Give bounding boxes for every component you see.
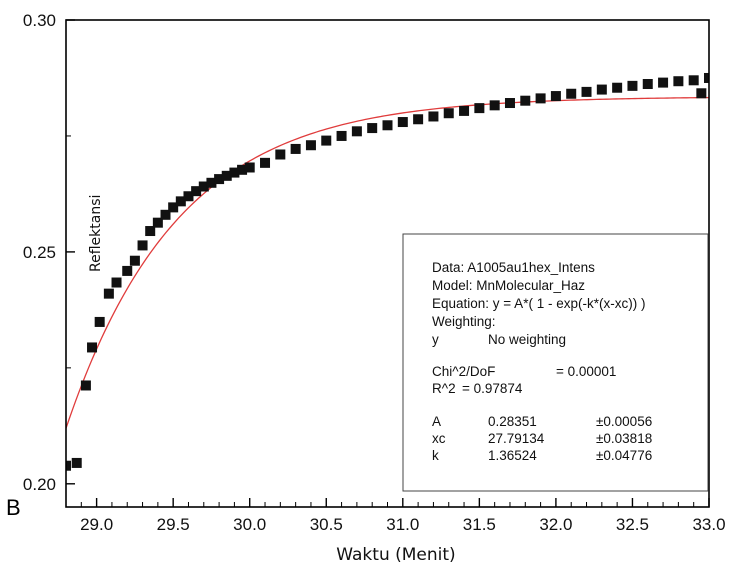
- param-xc-name: xc: [432, 431, 446, 446]
- y-tick-label: 0.30: [23, 11, 56, 30]
- x-tick-label: 33.0: [692, 515, 725, 534]
- data-point: [443, 108, 454, 119]
- data-point: [459, 105, 470, 116]
- param-k-name: k: [432, 448, 439, 463]
- data-point: [504, 98, 515, 109]
- x-tick-label: 29.5: [157, 515, 190, 534]
- data-point: [627, 80, 638, 91]
- info-data-line: Data: A1005au1hex_Intens: [432, 260, 595, 275]
- data-point: [80, 380, 91, 391]
- info-weighting-value: No weighting: [488, 332, 566, 347]
- data-point: [596, 84, 607, 95]
- data-point: [413, 114, 424, 125]
- data-point: [382, 120, 393, 131]
- x-tick-label: 31.5: [463, 515, 496, 534]
- data-point: [71, 457, 82, 468]
- y-tick-label: 0.20: [23, 475, 56, 494]
- info-chi-label: Chi^2/DoF: [432, 364, 495, 379]
- data-point: [221, 170, 232, 181]
- info-r2-value: = 0.97874: [462, 381, 523, 396]
- data-point: [704, 72, 709, 83]
- y-tick-label: 0.25: [23, 243, 56, 262]
- data-point: [658, 77, 669, 88]
- data-point: [367, 123, 378, 134]
- data-point: [237, 164, 248, 175]
- param-xc-error: ±0.03818: [596, 431, 652, 446]
- data-point: [581, 86, 592, 97]
- info-model-line: Model: MnMolecular_Haz: [432, 278, 585, 293]
- info-box-frame: [402, 233, 709, 492]
- data-point: [87, 342, 98, 353]
- data-point: [321, 135, 332, 146]
- x-tick-label: 32.0: [539, 515, 572, 534]
- info-r2-label: R^2: [432, 381, 456, 396]
- data-point: [229, 167, 240, 178]
- data-point: [290, 143, 301, 154]
- data-point: [111, 277, 122, 288]
- info-weighting-line: Weighting:: [432, 314, 496, 329]
- data-point: [688, 75, 699, 86]
- data-point: [214, 174, 225, 185]
- data-point: [206, 177, 217, 188]
- data-point: [696, 88, 707, 99]
- data-point: [305, 140, 316, 151]
- y-axis-label-annotation: Reflektansi: [88, 195, 104, 272]
- data-point: [129, 255, 140, 266]
- data-point: [191, 186, 202, 197]
- param-k-error: ±0.04776: [596, 448, 652, 463]
- param-a-error: ±0.00056: [596, 414, 652, 429]
- data-point: [520, 95, 531, 106]
- data-point: [168, 202, 179, 213]
- param-xc-value: 27.79134: [488, 431, 545, 446]
- data-point: [160, 209, 171, 220]
- data-point: [103, 288, 114, 299]
- fit-curve: [66, 96, 709, 429]
- data-point: [122, 265, 133, 276]
- data-point: [66, 460, 71, 471]
- x-tick-label: 30.0: [233, 515, 266, 534]
- data-point: [152, 217, 163, 228]
- info-chi-value: = 0.00001: [556, 364, 616, 379]
- x-tick-label: 32.5: [616, 515, 649, 534]
- data-point: [612, 82, 623, 93]
- panel-letter: B: [6, 495, 21, 520]
- data-point: [244, 162, 255, 173]
- data-point: [175, 196, 186, 207]
- data-point: [145, 226, 156, 237]
- data-point: [673, 76, 684, 87]
- data-point: [397, 117, 408, 128]
- param-k-value: 1.36524: [488, 448, 537, 463]
- data-point: [94, 316, 105, 327]
- info-equation-line: Equation: y = A*( 1 - exp(-k*(x-xc)) ): [432, 296, 645, 311]
- x-tick-label: 30.5: [310, 515, 343, 534]
- data-point: [183, 191, 194, 202]
- info-weighting-var: y: [432, 332, 439, 347]
- param-a-value: 0.28351: [488, 414, 537, 429]
- data-point: [275, 149, 286, 160]
- data-point: [566, 88, 577, 99]
- data-point: [137, 240, 148, 251]
- data-point: [489, 100, 500, 111]
- x-tick-label: 29.0: [80, 515, 113, 534]
- fit-info-box: Data: A1005au1hex_Intens Model: MnMolecu…: [402, 233, 709, 492]
- x-axis-title: Waktu (Menit): [336, 545, 455, 565]
- data-point: [550, 91, 561, 102]
- data-point: [336, 130, 347, 141]
- param-a-name: A: [432, 414, 441, 429]
- data-point: [260, 157, 271, 168]
- data-point: [642, 79, 653, 90]
- data-point: [428, 111, 439, 122]
- data-point: [198, 181, 209, 192]
- data-point: [474, 103, 485, 114]
- x-tick-label: 31.0: [386, 515, 419, 534]
- data-point: [535, 93, 546, 104]
- data-point: [351, 126, 362, 137]
